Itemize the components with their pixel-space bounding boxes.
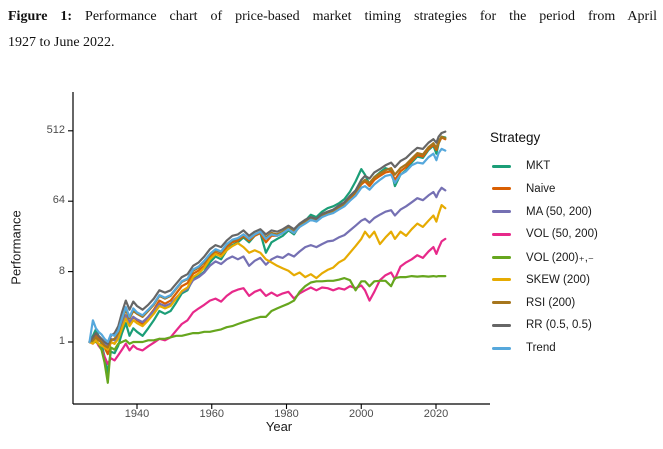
- legend: Strategy MKT Naive MA (50, 200) VOL (50, 20…: [490, 130, 660, 354]
- legend-item-rsi-200: RSI (200): [490, 296, 575, 310]
- y-axis-title: Performance: [8, 210, 24, 285]
- series-line-vol-200: [88, 275, 447, 384]
- x-tick-label: 1980: [274, 408, 299, 420]
- legend-item-rr-0-5-0-5: RR (0.5, 0.5): [490, 318, 592, 332]
- legend-item-vol-50-200: VOL (50, 200): [490, 227, 598, 241]
- x-axis-title: Year: [265, 419, 293, 434]
- legend-swatch: [492, 323, 511, 327]
- y-tick-label: 512: [46, 123, 65, 136]
- series-line-rr-0-5-0-5: [88, 130, 447, 345]
- legend-item-mkt: MKT: [490, 159, 550, 173]
- legend-swatch: [492, 278, 511, 282]
- legend-swatch: [492, 187, 511, 191]
- legend-label: RR (0.5, 0.5): [526, 319, 592, 332]
- x-tick-label: 2000: [349, 408, 374, 420]
- figure-caption: Figure 1: Performance chart of price-bas…: [8, 4, 657, 56]
- legend-item-trend: Trend: [490, 341, 556, 355]
- series-line-ma-50-200: [88, 186, 447, 347]
- y-tick-label: 1: [58, 335, 65, 347]
- legend-label: MA (50, 200): [526, 205, 592, 218]
- legend-swatch: [492, 210, 511, 213]
- x-tick-label: 1940: [124, 408, 150, 420]
- legend-item-vol-200: VOL (200)₊,₋: [490, 250, 594, 264]
- legend-label: SKEW (200): [526, 273, 590, 286]
- series-line-trend: [88, 147, 447, 344]
- legend-label: RSI (200): [526, 296, 576, 309]
- series-lines: [88, 130, 447, 384]
- legend-label: Naive: [526, 182, 556, 195]
- legend-swatch: [492, 164, 511, 168]
- axes: [72, 92, 490, 405]
- legend-swatch: [492, 232, 511, 236]
- caption-text: Performance chart of price-based market …: [85, 9, 657, 24]
- legend-item-naive: Naive: [490, 182, 555, 196]
- legend-label: VOL (50, 200): [526, 228, 598, 241]
- figure-label: Figure 1:: [8, 9, 73, 24]
- x-tick-label: 1960: [199, 408, 224, 420]
- caption-line-1: Figure 1: Performance chart of price-bas…: [8, 4, 657, 30]
- x-tick-label: 2020: [423, 408, 449, 420]
- y-tick-label: 64: [52, 194, 65, 207]
- series-line-vol-50-200: [88, 237, 447, 366]
- legend-title: Strategy: [490, 130, 541, 145]
- legend-label: VOL (200)₊,₋: [526, 252, 594, 264]
- legend-item-ma-50-200: MA (50, 200): [490, 205, 592, 219]
- legend-label: Trend: [526, 342, 556, 354]
- series-line-skew-200: [88, 204, 447, 351]
- legend-swatch: [492, 255, 511, 259]
- y-tick-label: 8: [58, 264, 65, 277]
- legend-swatch: [492, 346, 511, 350]
- tick-marks: [68, 130, 437, 409]
- legend-item-skew-200: SKEW (200): [490, 273, 590, 287]
- legend-swatch: [492, 301, 511, 304]
- legend-label: MKT: [526, 160, 551, 172]
- caption-line-2: 1927 to June 2022.: [8, 35, 115, 50]
